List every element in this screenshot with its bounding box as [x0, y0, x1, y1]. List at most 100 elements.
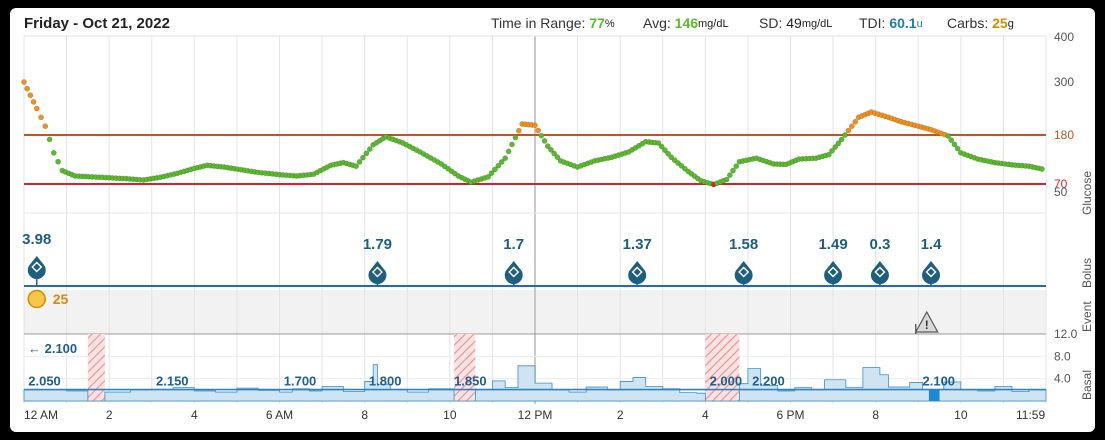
x-tick-label: 10	[443, 408, 457, 422]
bolus-panel-label: Bolus	[1080, 257, 1094, 288]
bolus-marker	[824, 261, 843, 285]
basal-rate-label: 2.200	[752, 374, 785, 389]
glucose-point	[665, 150, 671, 157]
glucose-point	[551, 150, 558, 157]
glucose-point	[730, 167, 736, 174]
tir-unit: %	[604, 18, 615, 30]
glucose-point	[835, 140, 842, 147]
bolus-marker-inner	[508, 266, 520, 278]
basal-tick-label: 12.0	[1054, 327, 1078, 341]
sd-unit: mg/dL	[801, 18, 833, 30]
glucose-point	[954, 145, 961, 152]
x-tick-label: 2	[617, 408, 624, 422]
basal-suspend-hatch	[705, 334, 740, 401]
glucose-point	[363, 150, 370, 157]
glucose-point	[726, 172, 733, 178]
bolus-marker	[27, 256, 46, 280]
basal-panel-label: Basal	[1080, 369, 1094, 400]
sd-stat: SD: 49mg/dL	[759, 15, 832, 31]
basal-rate-label: 2.050	[28, 374, 61, 389]
glucose-point	[548, 146, 554, 153]
glucose-point	[842, 132, 848, 138]
carbs-stat: Carbs: 25g	[947, 15, 1014, 31]
carb-value-label: 25	[53, 291, 69, 307]
bolus-marker-inner	[31, 261, 43, 273]
glucose-point	[356, 159, 363, 165]
glucose-point	[948, 137, 955, 143]
glucose-point	[825, 151, 832, 158]
tdi-unit: u	[916, 18, 923, 30]
bolus-marker-inner	[925, 266, 937, 278]
bolus-marker	[368, 261, 387, 285]
sd-label: SD:	[759, 15, 783, 31]
glucose-point	[832, 144, 839, 150]
basal-temp-block	[928, 389, 940, 401]
x-tick-label: 12 AM	[24, 408, 58, 422]
glucose-point	[678, 162, 685, 169]
glucose-point	[554, 154, 561, 161]
bolus-value-label: 1.4	[921, 236, 943, 253]
glucose-point	[30, 99, 37, 105]
glucose-tick-label: 70	[1054, 177, 1068, 191]
glucose-point	[46, 136, 53, 143]
glucose-point	[488, 170, 495, 176]
bolus-marker	[504, 261, 523, 285]
bolus-value-label: 3.98	[22, 231, 51, 248]
glucose-point	[512, 134, 519, 141]
basal-tick-label: 8.0	[1054, 349, 1071, 363]
glucose-point	[33, 105, 40, 112]
basal-rate-label: 1.700	[284, 374, 317, 389]
x-tick-label: 12 PM	[518, 408, 553, 422]
glucose-point	[951, 141, 958, 148]
bolus-marker-inner	[371, 266, 383, 278]
glucose-point	[1039, 166, 1045, 172]
basal-rate-label: 2.000	[710, 374, 743, 389]
bolus-marker	[870, 261, 889, 285]
glucose-point	[848, 123, 855, 130]
glucose-point	[515, 127, 522, 134]
x-tick-label: 4	[702, 408, 709, 422]
glucose-point	[838, 136, 845, 143]
glucose-point	[682, 165, 688, 172]
bolus-value-label: 1.49	[818, 236, 847, 253]
x-tick-label: 6 PM	[776, 408, 804, 422]
basal-rate-label: 1.800	[369, 374, 402, 389]
glucose-point	[852, 118, 859, 125]
glucose-point	[21, 79, 27, 85]
bolus-marker	[628, 261, 647, 285]
carbs-value: 25	[992, 15, 1008, 31]
tdi-stat: TDI: 60.1u	[859, 15, 923, 31]
glucose-tick-label: 180	[1054, 128, 1074, 142]
bolus-marker-inner	[827, 266, 839, 278]
glucose-tick-label: 50	[1054, 185, 1068, 199]
daily-chart-card: Friday - Oct 21, 2022 Time in Range: 77%…	[10, 8, 1095, 432]
bolus-marker-inner	[874, 266, 886, 278]
glucose-point	[538, 132, 545, 139]
glucose-point	[658, 143, 665, 150]
glucose-tick-label: 400	[1054, 30, 1074, 44]
carbs-unit: g	[1007, 18, 1014, 30]
carb-marker	[27, 289, 47, 309]
bolus-marker-inner	[738, 266, 750, 278]
time-in-range-stat: Time in Range: 77%	[491, 15, 615, 31]
basal-rate-label: 1.850	[454, 374, 487, 389]
bolus-marker	[922, 261, 941, 285]
basal-suspend-hatch	[87, 334, 105, 401]
warning-icon-mark: !	[925, 318, 929, 332]
basal-area	[23, 364, 1047, 402]
glucose-point	[544, 143, 551, 149]
basal-tick-label: 4.0	[1054, 372, 1071, 386]
glucose-point	[42, 123, 49, 130]
carbs-label: Carbs:	[947, 15, 989, 31]
avg-stat: Avg: 146mg/dL	[643, 15, 729, 31]
page-title: Friday - Oct 21, 2022	[24, 15, 170, 32]
avg-value: 146	[674, 15, 699, 31]
basal-rate-label: 2.100	[923, 374, 956, 389]
glucose-point	[509, 141, 515, 148]
avg-unit: mg/dL	[698, 18, 729, 30]
sd-value: 49	[786, 15, 802, 31]
glucose-point	[485, 174, 492, 180]
glucose-point	[675, 160, 681, 166]
basal-suspend-hatch	[454, 334, 476, 401]
